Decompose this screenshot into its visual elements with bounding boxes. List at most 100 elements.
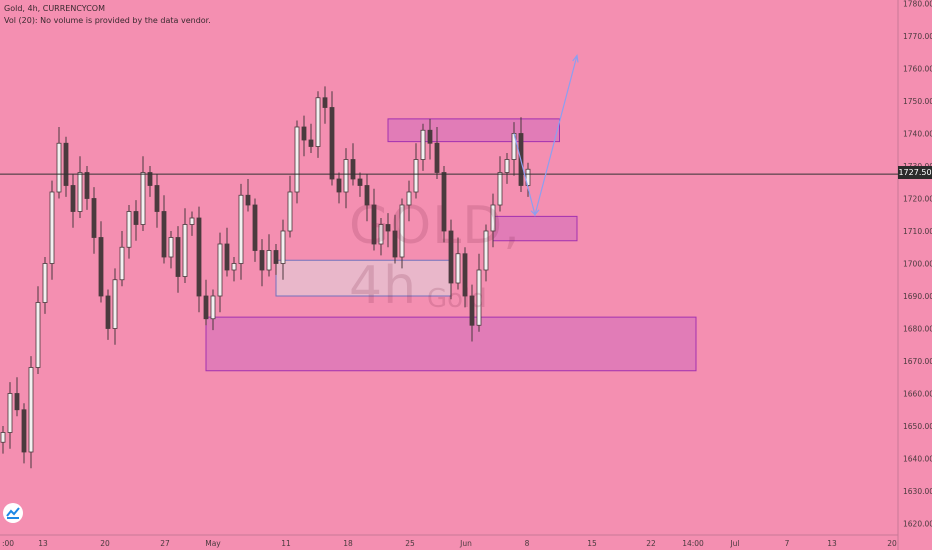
candle-body bbox=[462, 253, 468, 297]
y-tick-label: 1770.00 bbox=[903, 32, 932, 41]
candle-body bbox=[476, 269, 482, 326]
y-tick-label: 1650.00 bbox=[903, 422, 932, 431]
current-price-label: 1727.50 bbox=[898, 166, 932, 179]
candle-body bbox=[63, 142, 69, 186]
candle-body bbox=[28, 367, 34, 453]
candle-body bbox=[21, 409, 27, 453]
candle-body bbox=[140, 172, 146, 225]
projection-arrowhead bbox=[572, 54, 579, 63]
y-tick-label: 1720.00 bbox=[903, 195, 932, 204]
candle-body bbox=[35, 302, 41, 368]
candle-body bbox=[364, 185, 370, 206]
candle-body bbox=[301, 126, 307, 141]
x-tick-label: 13 bbox=[38, 539, 48, 548]
candle-body bbox=[42, 263, 48, 303]
y-tick-label: 1760.00 bbox=[903, 65, 932, 74]
candle-body bbox=[189, 217, 195, 225]
candle-body bbox=[329, 107, 335, 180]
candle-body bbox=[0, 432, 6, 443]
y-tick-label: 1660.00 bbox=[903, 390, 932, 399]
symbol-legend: Gold, 4h, CURRENCYCOM bbox=[4, 4, 106, 13]
x-tick-label: 22 bbox=[646, 539, 656, 548]
candle-body bbox=[406, 191, 412, 206]
candle-body bbox=[420, 129, 426, 160]
candle-body bbox=[504, 159, 510, 173]
candle-body bbox=[378, 224, 384, 245]
candle-body bbox=[203, 295, 209, 320]
candle-body bbox=[371, 204, 377, 245]
candle-body bbox=[413, 159, 419, 193]
symbol-watermark: GOLD, 4h bbox=[349, 196, 521, 316]
candle-body bbox=[497, 172, 503, 206]
candle-body bbox=[231, 263, 237, 271]
candle-body bbox=[357, 178, 363, 186]
candle-body bbox=[315, 97, 321, 147]
candle-body bbox=[259, 250, 265, 271]
candle-body bbox=[483, 230, 489, 271]
candle-body bbox=[7, 393, 13, 433]
candle-body bbox=[14, 393, 20, 411]
candle-body bbox=[385, 224, 391, 232]
y-tick-label: 1750.00 bbox=[903, 97, 932, 106]
x-tick-label: :00 bbox=[2, 539, 14, 548]
candle-body bbox=[210, 295, 216, 320]
candle-body bbox=[126, 211, 132, 248]
y-tick-label: 1640.00 bbox=[903, 455, 932, 464]
price-axis-panel bbox=[898, 0, 932, 550]
name-watermark: Gold bbox=[427, 284, 487, 314]
x-tick-label: Jul bbox=[729, 539, 739, 548]
candle-body bbox=[273, 250, 279, 264]
candle-body bbox=[392, 230, 398, 258]
candle-body bbox=[168, 237, 174, 258]
candle-body bbox=[238, 194, 244, 264]
x-tick-label: 13 bbox=[827, 539, 837, 548]
x-tick-label: 15 bbox=[587, 539, 597, 548]
x-tick-label: 20 bbox=[100, 539, 110, 548]
y-tick-label: 1780.00 bbox=[903, 0, 932, 9]
candle-body bbox=[91, 198, 97, 238]
candle-body bbox=[441, 172, 447, 232]
tradingview-logo-icon[interactable] bbox=[3, 503, 23, 523]
y-tick-label: 1680.00 bbox=[903, 325, 932, 334]
y-tick-label: 1700.00 bbox=[903, 260, 932, 269]
y-tick-label: 1690.00 bbox=[903, 292, 932, 301]
candle-body bbox=[266, 250, 272, 271]
candle-body bbox=[294, 126, 300, 193]
candle-body bbox=[196, 217, 202, 297]
x-tick-label: 14:00 bbox=[682, 539, 704, 548]
candle-body bbox=[70, 185, 76, 212]
projection-mid-arrowhead bbox=[530, 209, 540, 216]
candle-body bbox=[182, 224, 188, 277]
y-tick-label: 1740.00 bbox=[903, 130, 932, 139]
candle-body bbox=[448, 230, 454, 284]
resistance-zone bbox=[387, 118, 560, 143]
candle-body bbox=[154, 185, 160, 212]
candle-body bbox=[322, 97, 328, 108]
x-tick-label: Jun bbox=[459, 539, 472, 548]
x-tick-label: 25 bbox=[405, 539, 415, 548]
x-tick-label: 18 bbox=[343, 539, 353, 548]
candle-body bbox=[112, 279, 118, 329]
candle-body bbox=[490, 204, 496, 232]
candle-body bbox=[343, 159, 349, 193]
candle-body bbox=[280, 230, 286, 264]
candle-body bbox=[49, 191, 55, 264]
candle-body bbox=[147, 172, 153, 186]
candle-body bbox=[245, 194, 251, 206]
candle-body bbox=[434, 142, 440, 173]
x-tick-label: 7 bbox=[785, 539, 790, 548]
candle-body bbox=[308, 139, 314, 147]
candle-body bbox=[217, 243, 223, 297]
candle-body bbox=[56, 142, 62, 193]
candle-body bbox=[105, 295, 111, 329]
candle-body bbox=[336, 178, 342, 193]
x-tick-label: 27 bbox=[160, 539, 170, 548]
support-zone-lower bbox=[205, 316, 697, 372]
candle-body bbox=[455, 253, 461, 284]
candle-body bbox=[224, 243, 230, 271]
candle-body bbox=[399, 204, 405, 258]
candle-body bbox=[175, 237, 181, 277]
candle-body bbox=[252, 204, 258, 251]
